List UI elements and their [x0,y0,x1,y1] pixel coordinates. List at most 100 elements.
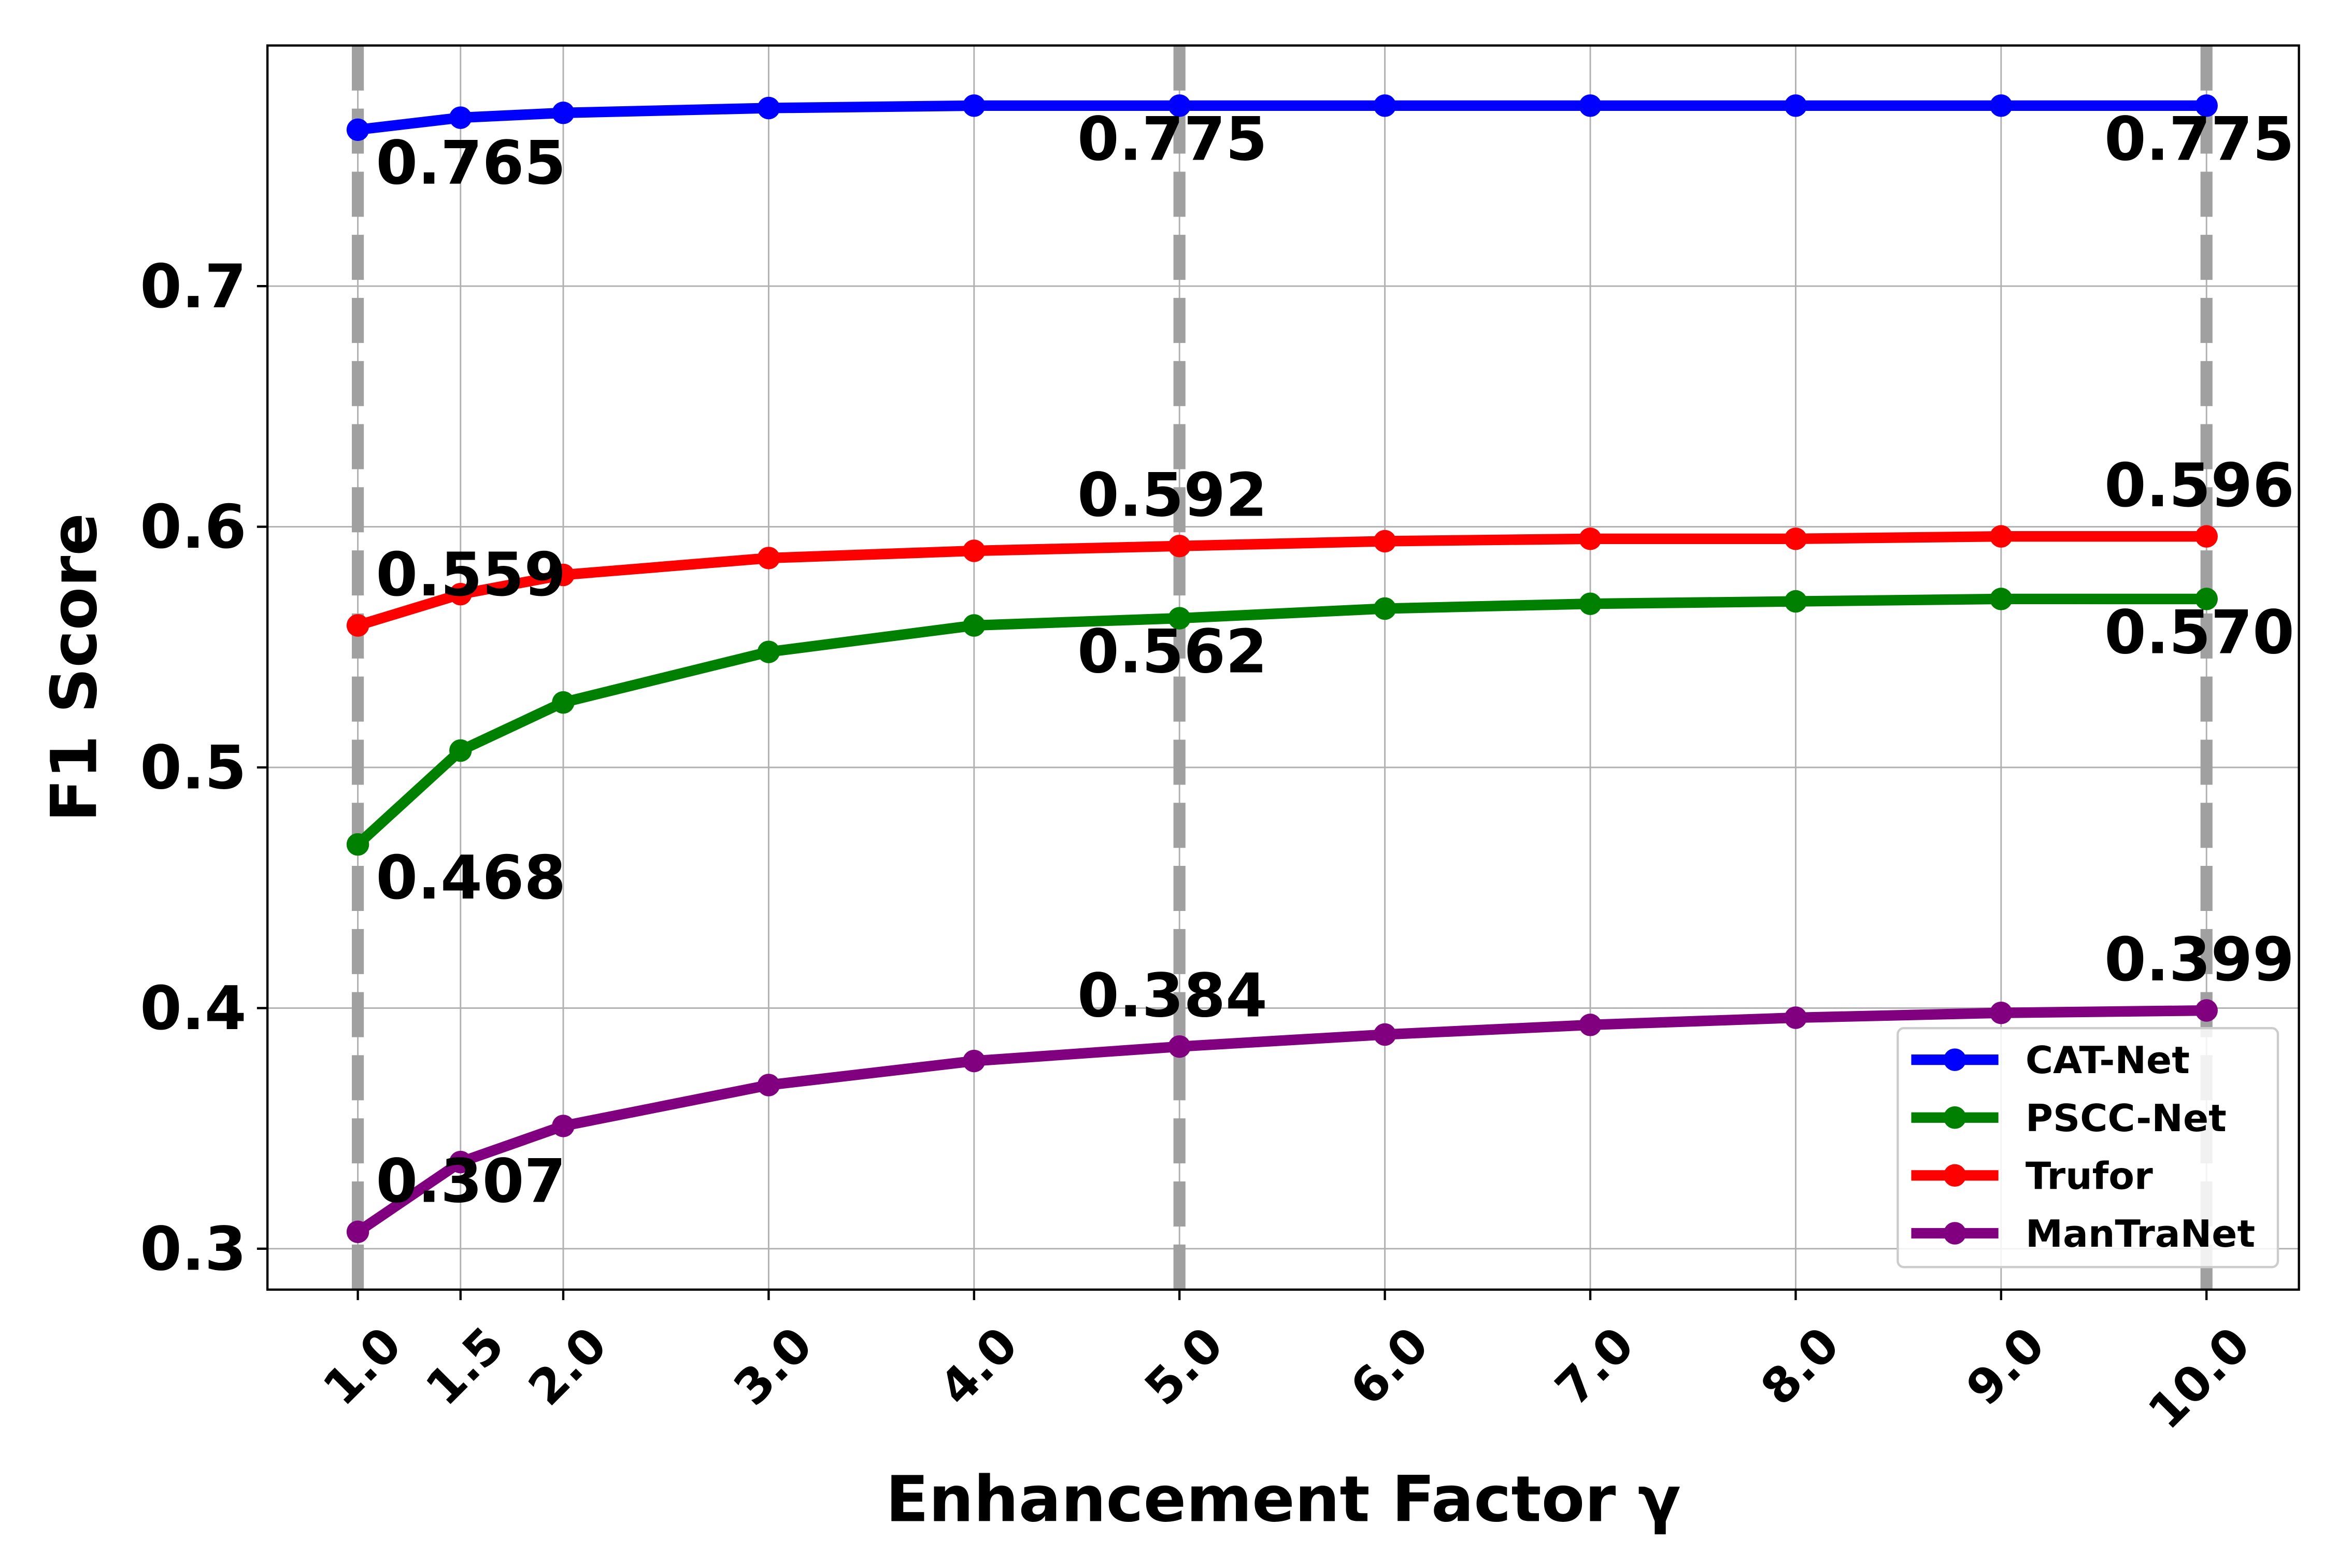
series-trufor [346,525,2218,637]
legend-marker [1943,1048,1966,1071]
data-label: 0.596 [2104,451,2294,521]
legend-label: PSCC-Net [2026,1097,2227,1141]
data-label: 0.468 [376,843,566,913]
legend: CAT-Net PSCC-Net Trufor ManTraNet [1897,1027,2279,1268]
legend-marker [1943,1222,1966,1245]
data-point [346,833,369,856]
legend-entry: CAT-Net [1911,1039,2190,1082]
data-point [1784,1006,1807,1029]
data-point [1168,534,1191,558]
plot-frame [266,44,2300,1291]
x-tick-label: 9.0 [1956,1316,2056,1416]
data-point [1784,528,1807,550]
x-tick-label: 4.0 [929,1316,1029,1416]
data-point [2195,999,2218,1022]
series-line [357,100,2207,135]
data-point [1579,1014,1602,1036]
data-point [963,539,986,562]
series-mantranet [346,999,2218,1244]
x-tick-label: 2.0 [518,1316,618,1416]
series-pscc-net [346,588,2218,856]
data-point [1784,94,1807,117]
data-point [1373,94,1396,117]
data-point [757,547,780,569]
legend-entry: ManTraNet [1911,1213,2255,1256]
data-point [1373,530,1396,553]
y-tick-label: 0.5 [140,733,246,803]
data-point [552,563,575,587]
legend-label: CAT-Net [2026,1039,2190,1082]
y-tick-label: 0.7 [140,252,246,322]
y-axis-ticks: 0.3 0.4 0.5 0.6 0.7 [140,252,268,1284]
data-point [757,640,780,663]
data-point [1579,94,1602,117]
data-point [346,614,369,637]
series-layer [346,94,2218,1244]
legend-entry: Trufor [1911,1154,2153,1198]
data-point [1373,597,1396,620]
data-point [1990,588,2013,610]
data-point [346,118,369,141]
legend-label: ManTraNet [2026,1213,2255,1256]
legend-marker [1943,1164,1966,1187]
data-point [449,582,472,606]
data-point [963,94,986,117]
data-point [552,102,575,124]
data-point [1990,525,2013,548]
data-point [2195,588,2218,610]
data-point [963,1049,986,1073]
data-point [757,96,780,120]
data-point [1168,1035,1191,1058]
data-label: 0.570 [2104,597,2294,667]
legend-entry: PSCC-Net [1911,1097,2227,1141]
data-point [1990,94,2013,117]
data-point [1373,1023,1396,1046]
y-axis-label: F1 Score [38,513,111,822]
data-point [449,1150,472,1174]
data-label: 0.384 [1077,961,1267,1031]
data-label: 0.775 [2104,104,2294,174]
x-tick-label: 7.0 [1545,1316,1645,1416]
data-point [449,106,472,129]
data-point [2195,525,2218,548]
data-point [449,739,472,762]
x-tick-label: 1.0 [312,1316,412,1416]
data-label: 0.399 [2104,925,2294,995]
y-tick-label: 0.3 [140,1214,246,1284]
annotations: 0.765 0.775 0.775 0.559 0.592 0.596 0.468 0.562… [376,104,2294,1216]
x-tick-label: 5.0 [1134,1316,1234,1416]
data-point [1168,94,1191,117]
x-tick-label: 10.0 [2137,1316,2261,1439]
data-label: 0.592 [1077,461,1267,531]
data-label: 0.765 [376,129,566,198]
y-tick-label: 0.4 [140,974,246,1044]
data-point [552,691,575,714]
x-tick-label: 6.0 [1339,1316,1439,1416]
data-label: 0.307 [376,1146,566,1216]
data-point [757,1074,780,1096]
legend-label: Trufor [2026,1154,2153,1198]
data-point [1990,1001,2013,1024]
data-point [346,1220,369,1244]
x-tick-label: 1.5 [415,1316,515,1416]
series-line [354,593,2207,849]
data-label: 0.562 [1077,617,1267,687]
data-point [1784,590,1807,613]
data-point [1579,528,1602,550]
legend-marker [1943,1106,1966,1129]
legend-box [1897,1027,2279,1268]
data-label: 0.775 [1077,104,1267,174]
x-axis-label: Enhancement Factor γ [886,1462,1681,1536]
data-point [552,1115,575,1137]
data-point [1168,607,1191,630]
data-label: 0.559 [376,540,566,610]
data-point [2195,94,2218,117]
y-tick-label: 0.6 [140,492,246,562]
data-point [1579,592,1602,615]
x-tick-label: 3.0 [723,1316,823,1416]
x-axis-ticks: 1.0 1.5 2.0 3.0 4.0 5.0 6.0 7.0 8.0 9.0 10.0 [312,1289,2261,1440]
series-cat-net [346,94,2218,141]
data-point [963,614,986,637]
x-tick-label: 8.0 [1750,1316,1850,1416]
